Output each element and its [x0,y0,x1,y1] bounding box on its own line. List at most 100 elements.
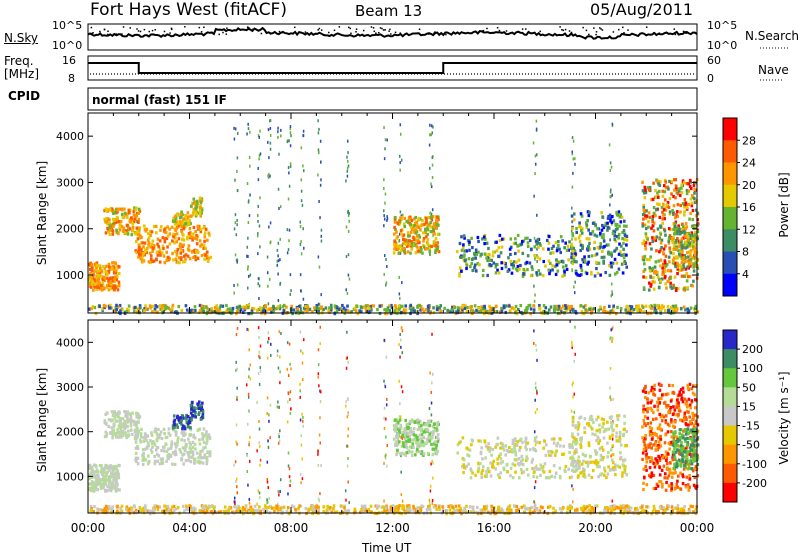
scatter-cell [599,232,602,235]
scatter-cell [320,464,322,467]
scatter-cell [588,255,591,258]
scatter-cell [560,511,563,514]
scatter-cell [289,475,291,478]
scatter-cell [385,436,387,439]
scatter-cell [572,136,574,139]
scatter-cell [247,237,249,240]
scatter-cell [610,398,612,401]
scatter-cell [641,181,644,184]
noise-search-dot [497,27,499,29]
scatter-cell [247,306,250,309]
noise-search-dot [618,29,620,31]
scatter-cell [300,473,302,476]
scatter-cell [429,253,431,256]
scatter-cell [618,253,621,256]
scatter-cell [111,469,114,472]
noise-search-dot [395,32,397,34]
scatter-cell [574,411,576,414]
scatter-cell [571,220,573,223]
scatter-cell [571,207,573,210]
scatter-cell [504,311,507,314]
scatter-cell [580,304,583,307]
noise-search-dot [378,32,380,34]
scatter-cell [411,219,414,222]
scatter-cell [91,468,94,471]
scatter-cell [317,173,319,176]
noise-search-dot [400,32,402,34]
scatter-cell [555,241,558,244]
scatter-cell [318,255,320,258]
scatter-cell [571,227,574,230]
scatter-cell [535,386,537,389]
scatter-cell [115,477,118,480]
noise-search-dot [107,31,109,33]
scatter-cell [236,396,238,399]
scatter-cell [320,140,322,143]
scatter-cell [500,307,503,310]
scatter-cell [417,249,420,252]
scatter-cell [636,507,639,510]
scatter-cell [571,341,573,344]
noise-search-dot [226,27,228,29]
noise-search-dot [613,31,615,33]
scatter-cell [319,492,321,495]
scatter-cell [237,327,239,330]
scatter-cell [459,242,462,245]
scatter-cell [463,253,466,256]
scatter-cell [249,436,251,439]
scatter-cell [131,433,134,436]
scatter-cell [483,235,486,238]
scatter-cell [611,282,613,285]
scatter-cell [401,159,403,162]
scatter-cell [495,305,498,308]
scatter-cell [690,197,693,200]
scatter-cell [301,252,303,255]
scatter-cell [429,133,431,136]
scatter-cell [680,244,683,247]
scatter-cell [415,251,418,254]
scatter-cell [108,265,111,268]
scatter-cell [645,227,648,230]
noise-search-dot [593,27,595,29]
scatter-cell [157,428,160,431]
scatter-cell [143,224,146,227]
noise-search-dot [600,28,602,30]
noise-search-dot [355,31,357,33]
scatter-cell [115,308,118,311]
noise-search-dot [513,33,515,35]
scatter-cell [348,413,350,416]
noise-search-dot [91,27,93,29]
scatter-cell [396,247,399,250]
scatter-cell [433,224,436,227]
scatter-cell [383,462,385,465]
scatter-cell [644,247,647,250]
scatter-cell [571,238,573,241]
scatter-cell [249,348,251,351]
scatter-cell [645,235,648,238]
scatter-cell [429,144,431,147]
scatter-cell [163,254,166,257]
scatter-cell [346,367,348,370]
scatter-cell [454,509,457,512]
scatter-cell [302,420,304,423]
scatter-cell [172,258,175,261]
scatter-cell [531,506,534,509]
scatter-cell [200,418,203,421]
scatter-cell [280,205,282,208]
scatter-cell [604,271,607,274]
scatter-cell [116,435,119,438]
scatter-cell [267,357,269,360]
scatter-cell [187,438,190,441]
scatter-cell [179,252,182,255]
scatter-cell [475,309,478,312]
scatter-cell [402,329,404,332]
scatter-cell [141,508,144,511]
scatter-cell [105,231,108,234]
scatter-cell [572,250,575,253]
scatter-cell [170,455,173,458]
scatter-cell [679,204,682,207]
scatter-cell [173,414,176,417]
scatter-cell [399,333,401,336]
scatter-cell [183,453,186,456]
scatter-cell [549,252,552,255]
